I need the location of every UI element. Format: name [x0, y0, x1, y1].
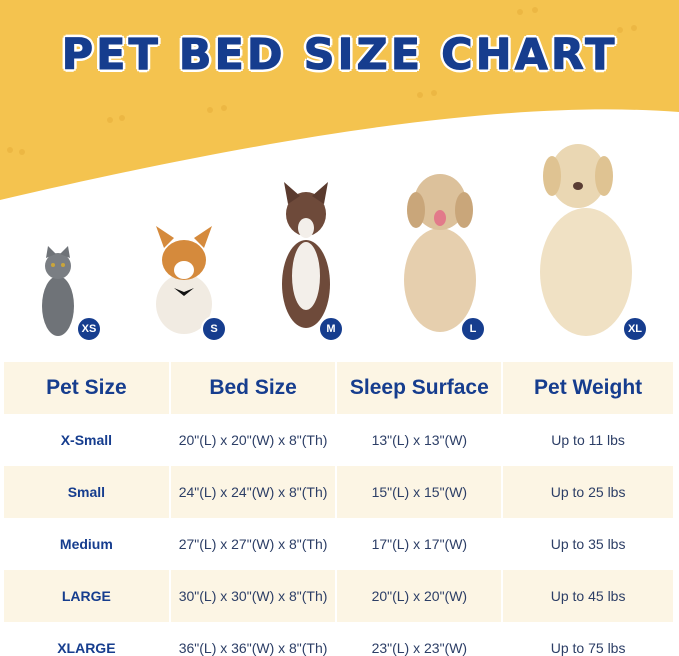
pet-weight-cell: Up to 35 lbs [502, 518, 675, 570]
pet-size-cell: Small [4, 466, 171, 518]
header-bed-size: Bed Size [169, 362, 338, 414]
bed-size-cell: 24"(L) x 24"(W) x 8"(Th) [169, 466, 338, 518]
bed-size-cell: 30"(L) x 30"(W) x 8"(Th) [169, 570, 338, 622]
sleep-surface-cell: 17"(L) x 17"(W) [336, 518, 504, 570]
labrador-image [540, 144, 632, 336]
size-badge-l: L [460, 316, 486, 342]
table-row: Medium 27"(L) x 27"(W) x 8"(Th) 17"(L) x… [4, 518, 675, 570]
pet-weight-cell: Up to 11 lbs [502, 414, 675, 466]
cat-image [42, 246, 74, 336]
header-pet-weight: Pet Weight [502, 362, 675, 414]
bed-size-cell: 36"(L) x 36"(W) x 8"(Th) [169, 622, 338, 656]
yellow-banner [0, 0, 679, 200]
pet-size-cell: X-Small [4, 414, 171, 466]
size-badge-s: S [201, 316, 227, 342]
header-sleep-surface: Sleep Surface [336, 362, 504, 414]
size-badge-xl: XL [622, 316, 648, 342]
pet-size-cell: Medium [4, 518, 171, 570]
pet-weight-cell: Up to 45 lbs [502, 570, 675, 622]
table-row: Small 24"(L) x 24"(W) x 8"(Th) 15"(L) x … [4, 466, 675, 518]
size-badge-m: M [318, 316, 344, 342]
sleep-surface-cell: 13"(L) x 13"(W) [336, 414, 504, 466]
border-collie-image [282, 182, 330, 328]
golden-retriever-image [404, 174, 476, 332]
pet-size-cell: XLARGE [4, 622, 171, 656]
pet-size-cell: LARGE [4, 570, 171, 622]
sleep-surface-cell: 20"(L) x 20"(W) [336, 570, 504, 622]
size-table: Pet Size Bed Size Sleep Surface Pet Weig… [4, 362, 675, 656]
table-row: XLARGE 36"(L) x 36"(W) x 8"(Th) 23"(L) x… [4, 622, 675, 656]
sleep-surface-cell: 15"(L) x 15"(W) [336, 466, 504, 518]
pet-weight-cell: Up to 75 lbs [502, 622, 675, 656]
bed-size-cell: 27"(L) x 27"(W) x 8"(Th) [169, 518, 338, 570]
header-pet-size: Pet Size [4, 362, 171, 414]
table-row: LARGE 30"(L) x 30"(W) x 8"(Th) 20"(L) x … [4, 570, 675, 622]
page-title: PET BED SIZE CHART [61, 30, 618, 81]
pet-weight-cell: Up to 25 lbs [502, 466, 675, 518]
table-row: X-Small 20"(L) x 20"(W) x 8"(Th) 13"(L) … [4, 414, 675, 466]
corgi-image [156, 226, 212, 334]
bed-size-cell: 20"(L) x 20"(W) x 8"(Th) [169, 414, 338, 466]
size-badge-xs: XS [76, 316, 102, 342]
table-header-row: Pet Size Bed Size Sleep Surface Pet Weig… [4, 362, 675, 414]
sleep-surface-cell: 23"(L) x 23"(W) [336, 622, 504, 656]
